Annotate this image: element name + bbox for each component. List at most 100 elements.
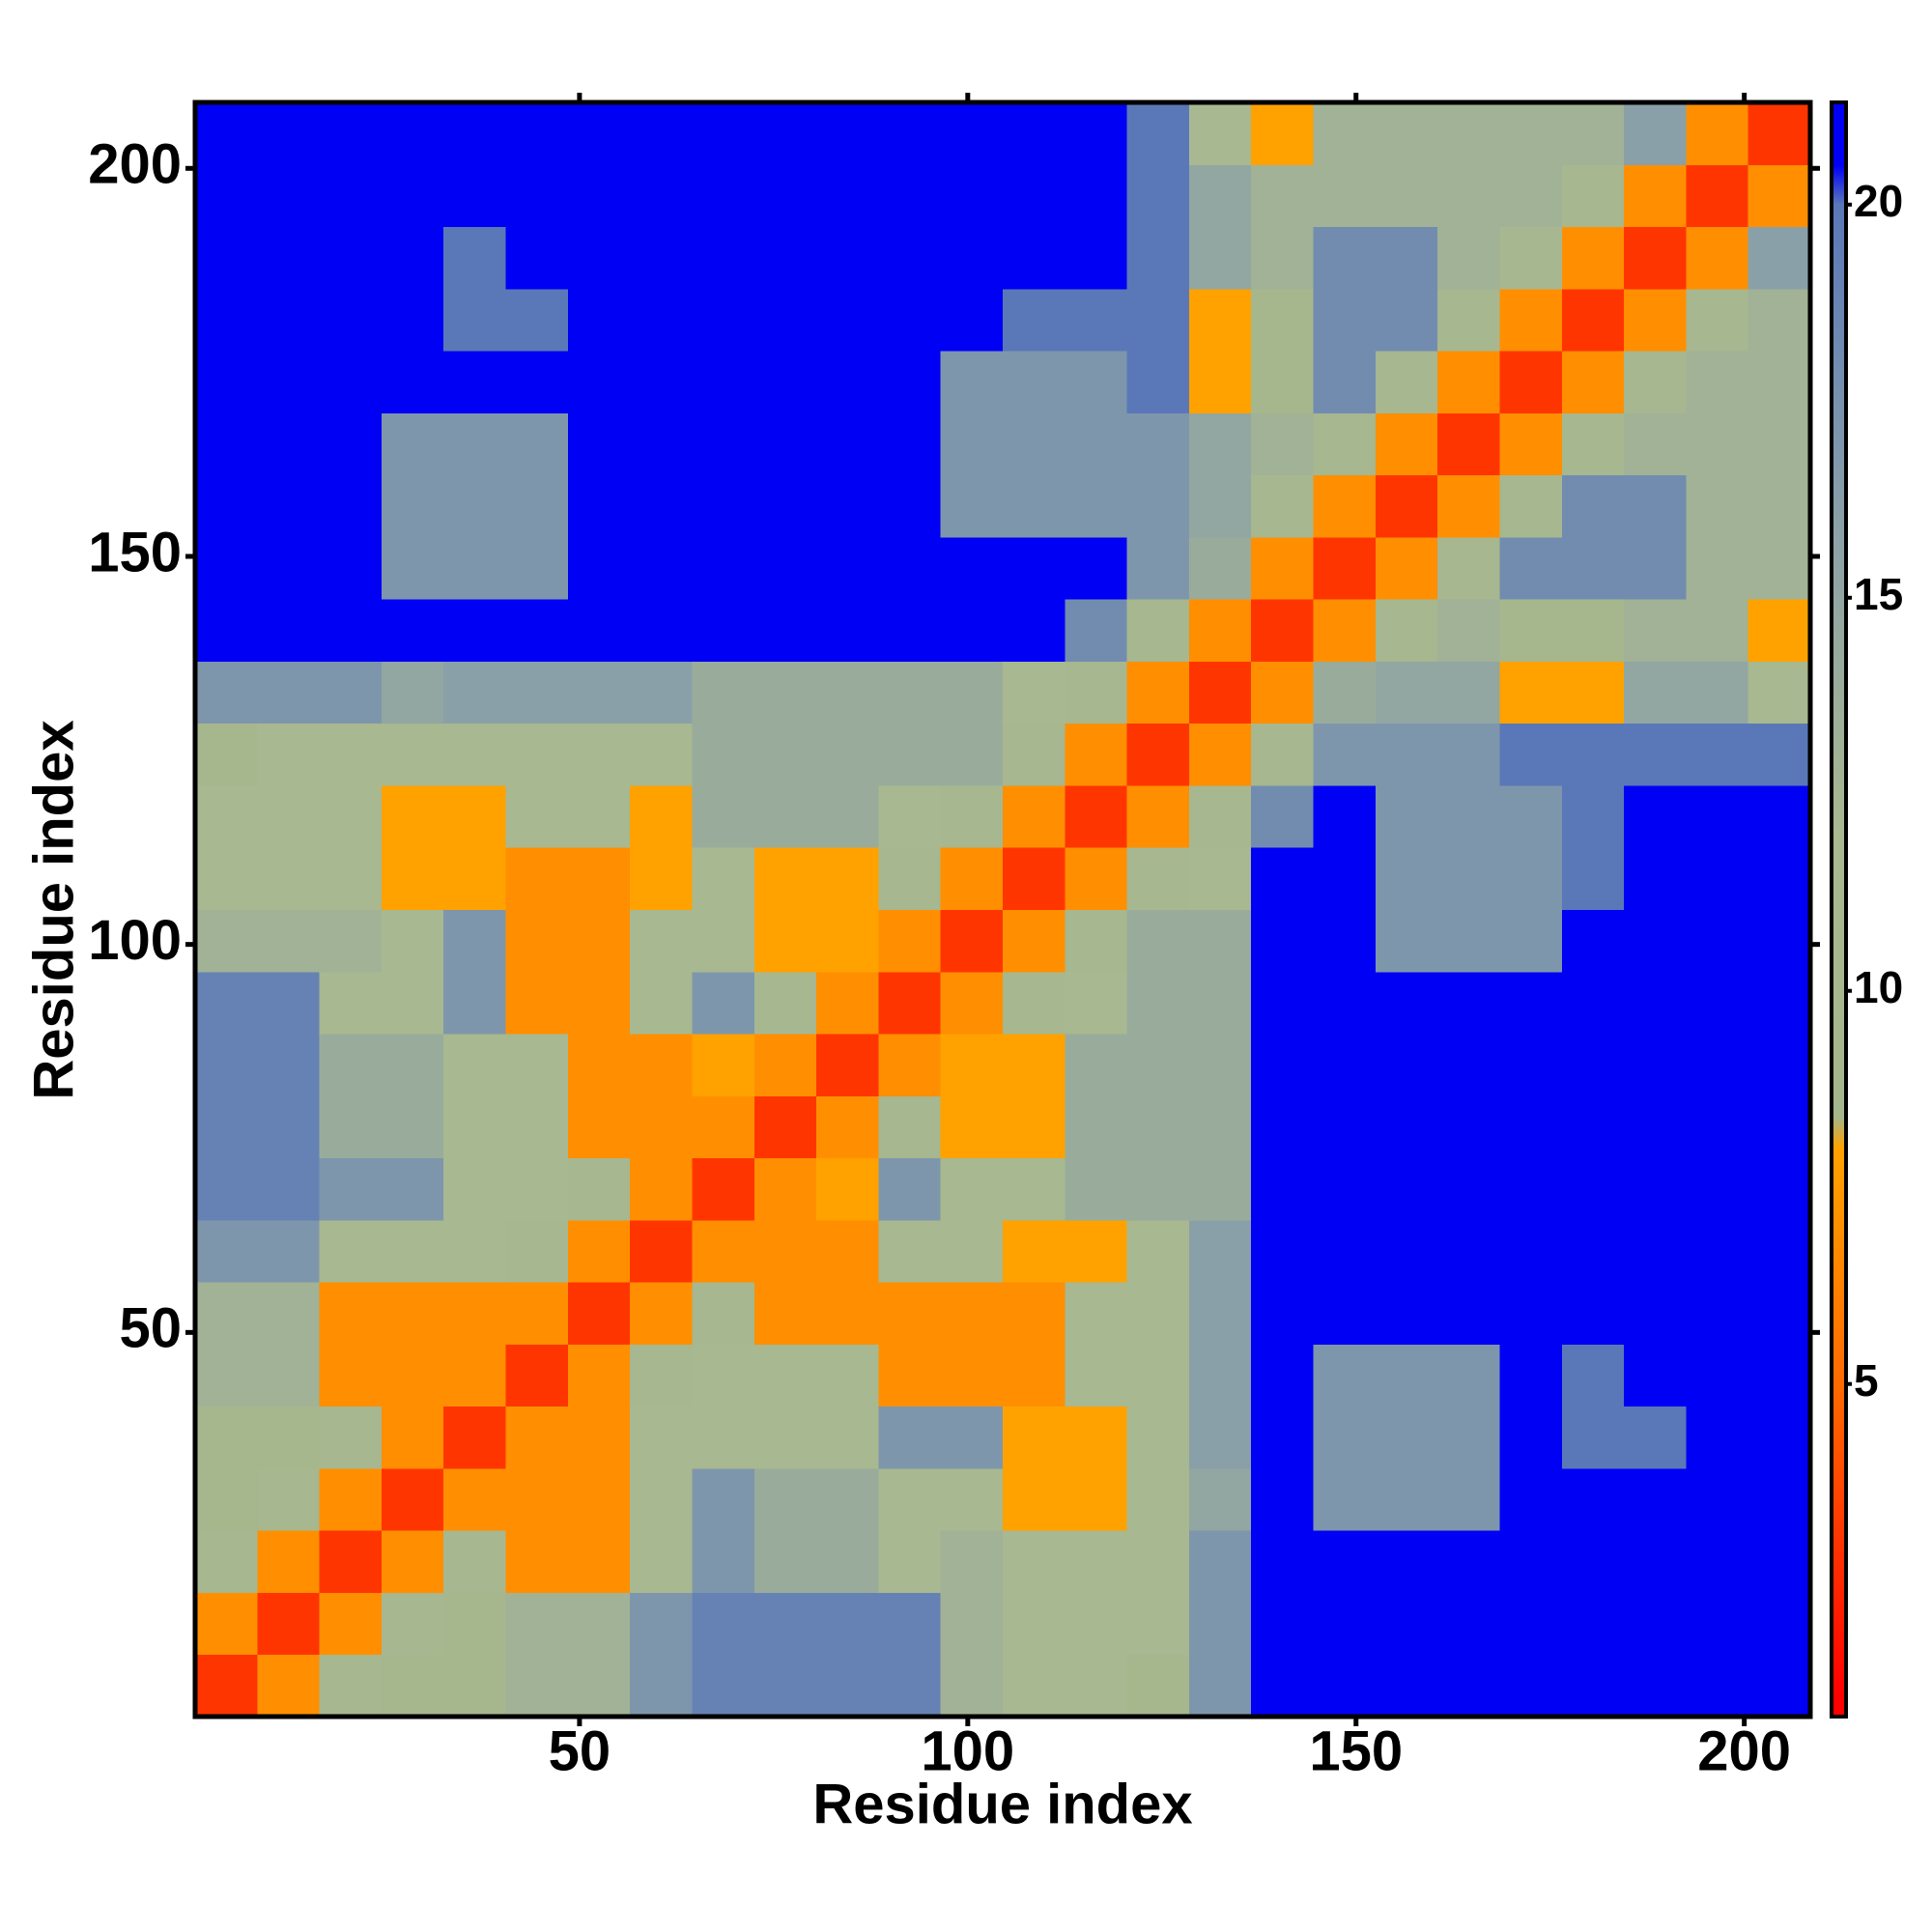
heatmap-cell: [1624, 288, 1687, 352]
heatmap-cell: [1188, 412, 1252, 476]
heatmap-cell: [1003, 1592, 1065, 1656]
heatmap-cell: [1375, 474, 1438, 538]
heatmap-cell: [1747, 909, 1811, 973]
heatmap-cell: [1624, 1095, 1687, 1159]
heatmap-cell: [692, 1034, 755, 1096]
heatmap-cell: [878, 226, 942, 290]
heatmap-cell: [1251, 102, 1315, 165]
heatmap-cell: [319, 1034, 383, 1096]
heatmap-cell: [1561, 847, 1625, 910]
heatmap-cell: [878, 1654, 942, 1718]
heatmap-cell: [319, 1344, 383, 1407]
heatmap-cell: [1126, 288, 1190, 352]
heatmap-cell: [1686, 599, 1749, 662]
heatmap-cell: [1003, 1530, 1065, 1593]
heatmap-cell: [1686, 784, 1749, 848]
heatmap-cell: [443, 1157, 507, 1221]
heatmap-cell: [816, 599, 879, 662]
heatmap-cell: [1561, 164, 1625, 228]
heatmap-cell: [257, 723, 321, 786]
heatmap-cell: [1686, 288, 1749, 352]
heatmap-cell: [1624, 599, 1687, 662]
heatmap-cell: [1747, 474, 1811, 538]
heatmap-cell: [443, 1282, 507, 1345]
heatmap-cell: [505, 971, 569, 1035]
heatmap-cell: [1686, 847, 1749, 910]
heatmap-cell: [505, 288, 569, 352]
heatmap-cell: [1747, 784, 1811, 848]
heatmap-cell: [1065, 351, 1128, 413]
heatmap-cell: [505, 599, 569, 662]
heatmap-cell: [878, 1406, 942, 1469]
heatmap-cell: [878, 288, 942, 352]
heatmap-cell: [1686, 1406, 1749, 1469]
heatmap-cell: [319, 723, 383, 786]
heatmap-cell: [630, 847, 693, 910]
heatmap-cell: [1313, 226, 1377, 290]
heatmap-cell: [1313, 971, 1377, 1035]
heatmap-cell: [1437, 102, 1500, 165]
heatmap-cell: [753, 909, 817, 973]
heatmap-cell: [505, 1344, 569, 1407]
heatmap-cell: [940, 474, 1004, 538]
heatmap-cell: [443, 661, 507, 724]
heatmap-cell: [940, 1095, 1004, 1159]
heatmap-cell: [443, 1034, 507, 1096]
heatmap-cell: [567, 412, 631, 476]
heatmap-cell: [319, 1654, 383, 1718]
heatmap-cell: [1499, 474, 1563, 538]
heatmap-cell: [381, 412, 444, 476]
heatmap-cell: [1313, 723, 1377, 786]
heatmap-cell: [1624, 412, 1687, 476]
heatmap-cell: [1126, 1344, 1190, 1407]
heatmap-cell: [692, 1157, 755, 1221]
heatmap-cell: [1437, 1157, 1500, 1221]
heatmap-cell: [1747, 847, 1811, 910]
heatmap-cell: [940, 784, 1004, 848]
heatmap-cell: [630, 971, 693, 1035]
heatmap-cell: [1499, 226, 1563, 290]
heatmap-cell: [816, 1406, 879, 1469]
heatmap-cell: [381, 1592, 444, 1656]
heatmap-cell: [567, 351, 631, 413]
heatmap-cell: [505, 1157, 569, 1221]
heatmap-cell: [381, 1530, 444, 1593]
heatmap-cell: [195, 164, 258, 228]
heatmap-cell: [1624, 1467, 1687, 1531]
heatmap-cell: [1437, 723, 1500, 786]
heatmap-cell: [1437, 1654, 1500, 1718]
heatmap-cell: [195, 102, 258, 165]
heatmap-cell: [630, 909, 693, 973]
heatmap-cell: [195, 412, 258, 476]
heatmap-cell: [753, 1406, 817, 1469]
heatmap-cell: [630, 599, 693, 662]
heatmap-cell: [505, 1592, 569, 1656]
heatmap-cell: [1188, 1157, 1252, 1221]
heatmap-cell: [567, 1344, 631, 1407]
heatmap-cell: [567, 102, 631, 165]
heatmap-cell: [1003, 226, 1065, 290]
heatmap-cell: [1313, 1530, 1377, 1593]
heatmap-cell: [1375, 288, 1438, 352]
heatmap-cell: [630, 723, 693, 786]
heatmap-cell: [195, 226, 258, 290]
heatmap-cell: [1747, 226, 1811, 290]
heatmap-cell: [1126, 1095, 1190, 1159]
heatmap-cell: [443, 847, 507, 910]
heatmap-cell: [816, 288, 879, 352]
heatmap-cell: [505, 1467, 569, 1531]
heatmap-cell: [257, 412, 321, 476]
heatmap-cell: [1188, 536, 1252, 600]
heatmap-cell: [257, 1406, 321, 1469]
heatmap-cell: [1561, 784, 1625, 848]
heatmap-cell: [1747, 412, 1811, 476]
heatmap-cell: [878, 909, 942, 973]
heatmap-cell: [505, 723, 569, 786]
heatmap-cell: [1375, 1344, 1438, 1407]
heatmap-cell: [195, 474, 258, 538]
heatmap-cell: [319, 226, 383, 290]
heatmap-cell: [630, 1592, 693, 1656]
heatmap-cell: [1126, 723, 1190, 786]
heatmap-cell: [692, 723, 755, 786]
heatmap-cell: [257, 599, 321, 662]
